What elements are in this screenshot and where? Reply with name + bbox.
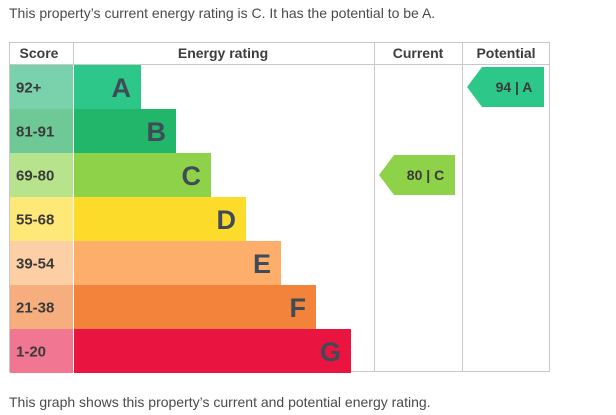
- score-label-g: 1-20: [16, 344, 46, 361]
- current-rating-label: 80 | C: [407, 167, 444, 183]
- band-letter-e: E: [253, 249, 271, 279]
- header-potential: Potential: [476, 45, 535, 61]
- band-bar-f: [74, 285, 316, 329]
- current-rating-arrow: [379, 155, 455, 195]
- footer-text: This graph shows this property’s current…: [9, 394, 431, 410]
- header-energy-rating: Energy rating: [178, 45, 268, 61]
- rating-tags: 80 | C 94 | A: [379, 67, 544, 195]
- band-bar-b: [74, 109, 176, 153]
- rating-bands: 92+ A 81-91 B 69-80 C 55-68 D 39-54 E 21-38 F 1-20 G: [10, 65, 351, 373]
- score-label-e: 39-54: [16, 256, 55, 273]
- band-bar-d: [74, 197, 246, 241]
- score-cell-d: [10, 197, 73, 241]
- score-cell-g: [10, 329, 73, 373]
- band-bar-a: [74, 65, 141, 109]
- band-letter-a: A: [112, 73, 132, 103]
- band-letter-d: D: [217, 205, 237, 235]
- potential-rating-label: 94 | A: [496, 79, 533, 95]
- band-bar-g: [74, 329, 351, 373]
- score-cell-e: [10, 241, 73, 285]
- header-current: Current: [393, 45, 444, 61]
- score-cell-a: [10, 65, 73, 109]
- band-bar-c: [74, 153, 211, 197]
- band-letter-b: B: [147, 117, 167, 147]
- score-cell-c: [10, 153, 73, 197]
- score-cell-f: [10, 285, 73, 329]
- band-letter-f: F: [290, 293, 307, 323]
- score-cell-b: [10, 109, 73, 153]
- intro-text: This property’s current energy rating is…: [9, 5, 436, 21]
- band-letter-c: C: [182, 161, 202, 191]
- score-label-c: 69-80: [16, 168, 54, 185]
- header-score: Score: [20, 45, 59, 61]
- score-label-b: 81-91: [16, 124, 54, 141]
- score-label-a: 92+: [16, 80, 42, 97]
- potential-rating-arrow: [467, 67, 544, 107]
- band-letter-g: G: [320, 337, 341, 367]
- score-label-f: 21-38: [16, 300, 54, 317]
- score-label-d: 55-68: [16, 212, 54, 229]
- band-bar-e: [74, 241, 281, 285]
